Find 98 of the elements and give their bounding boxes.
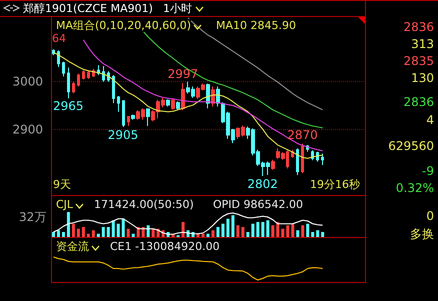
bar [231,215,234,237]
text: 629560 [388,139,434,153]
candlestick [127,115,130,126]
text: 2836 [403,20,434,34]
bar [82,227,85,237]
text: 0 [426,209,434,223]
text: CJL [56,198,74,211]
candlestick [87,70,90,80]
bar [296,230,300,237]
text: 313 [411,37,434,51]
candlestick [57,50,60,68]
bar [76,228,80,237]
annotation: 2997 [168,67,198,82]
candlestick [112,74,115,104]
annotation: 2870 [287,128,318,142]
line-series [82,39,324,152]
annotation: MA组合(0,10,20,40,60,0) [56,19,192,32]
bar [301,225,304,237]
annotation: MA10 2845.90 [216,19,296,32]
bar [256,222,260,237]
bar [112,220,115,237]
bar [226,218,230,237]
bar [276,222,280,237]
candlestick [122,100,125,128]
annotation: 9天 [53,178,71,191]
candlestick [146,108,150,126]
text: 2836 [403,95,434,109]
annotation: 2802 [247,176,278,191]
text: OPID 986542.00 [213,198,303,211]
bar [92,230,95,237]
candlestick [62,61,65,77]
bar [206,234,210,237]
text: 多换 [410,227,434,241]
bar [202,234,205,237]
bar [116,224,120,237]
candlestick [72,81,75,94]
candlestick [166,98,170,107]
bar [221,224,224,237]
bar [321,232,324,237]
text: 130 [411,71,434,85]
text: 2835 [403,54,434,68]
text: -9 [422,164,434,178]
bar [311,232,314,237]
text: 32万 [19,210,46,224]
bar [182,222,185,237]
text: 资金流 [56,240,89,253]
candlestick [117,96,120,112]
bar [102,227,105,237]
candlestick [77,73,80,87]
candlestick [181,82,185,111]
candlestick [82,70,85,80]
candlestick [176,100,180,110]
candlestick [271,159,275,170]
text: CE1 -130084920.00 [110,240,220,253]
text: 171424.00(50:50) [94,198,194,211]
y-tick-label: 3000 [12,74,43,89]
annotation: 2905 [108,128,138,142]
bar [56,230,60,237]
bar [126,228,130,237]
bar [261,222,264,237]
bar [96,234,100,237]
y-tick-label: 2900 [12,122,43,136]
bar [86,234,90,237]
bar [316,230,320,237]
bar [251,224,254,237]
bar [271,225,274,237]
bar [246,232,250,237]
bar [66,212,70,237]
bar [72,224,75,237]
bar [122,218,125,237]
annotation: 64 [52,32,66,45]
bar [62,232,65,237]
chart-subtitle: 1小时 [163,2,192,15]
bar [241,227,244,237]
bar [306,224,310,237]
text: 4 [426,113,434,127]
candlestick [301,143,304,174]
line-series [52,52,324,159]
candlestick [131,114,135,120]
bar [266,220,270,237]
candlestick [102,66,105,82]
candlestick [171,98,175,110]
chart-title: 郑醇1901(CZCE MA901) [23,2,153,15]
bar [106,227,110,237]
line-series [142,30,324,128]
candlestick [296,148,299,176]
annotation: 2965 [52,99,84,114]
annotation: 19分16秒 [310,178,360,191]
bar [236,225,240,237]
candlestick [321,153,324,166]
bar [216,227,220,237]
bar [132,234,135,237]
bar [211,230,214,237]
bar [52,232,55,237]
bar [291,224,294,237]
candlestick [67,66,70,99]
text: 0.32% [396,181,434,195]
bar [142,227,145,237]
